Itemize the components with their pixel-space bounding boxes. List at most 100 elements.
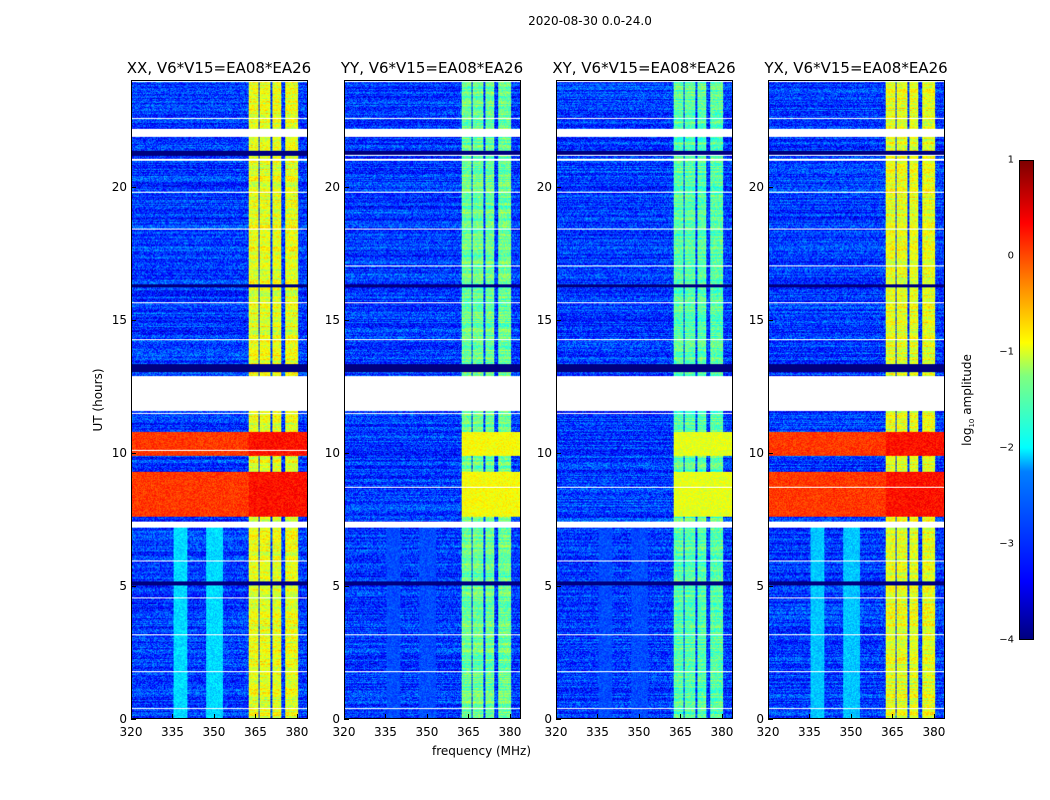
y-tick-label: 10 [111, 445, 127, 460]
x-tick-mark [468, 714, 470, 719]
x-tick-label: 365 [669, 725, 692, 739]
y-tick-label: 10 [536, 445, 552, 460]
panel-title: YY, V6*V15=EA08*EA26 [340, 59, 524, 77]
x-tick-mark [426, 714, 428, 719]
y-tick-label: 20 [324, 179, 340, 194]
y-tick-mark [344, 452, 349, 454]
x-tick-label: 380 [498, 725, 522, 739]
heatmap-panel [131, 80, 308, 719]
colorbar-tick-label: −3 [999, 538, 1014, 550]
y-tick-label: 0 [756, 712, 764, 726]
y-tick-mark [768, 319, 773, 321]
y-tick-label: 5 [544, 578, 552, 593]
colorbar-tick-label: 0 [1007, 250, 1014, 262]
x-tick-mark [768, 714, 769, 719]
y-tick-label: 5 [332, 578, 340, 593]
colorbar-tick-label: −2 [999, 442, 1014, 454]
x-tick-label: 365 [457, 725, 480, 739]
colorbar [1019, 160, 1034, 640]
x-tick-mark [721, 714, 723, 719]
colorbar-label: log10 amplitude [959, 354, 977, 446]
x-tick-label: 320 [119, 725, 143, 739]
y-tick-mark [768, 585, 773, 587]
x-tick-label: 335 [586, 725, 609, 739]
y-tick-mark [131, 186, 136, 188]
x-tick-mark [680, 714, 682, 719]
x-tick-label: 380 [710, 725, 734, 739]
y-tick-label: 0 [332, 712, 340, 726]
y-tick-mark [131, 319, 136, 321]
y-tick-label: 15 [324, 312, 340, 327]
y-tick-label: 10 [748, 445, 764, 460]
y-tick-mark [768, 186, 773, 188]
y-tick-label: 15 [111, 312, 127, 327]
y-tick-label: 10 [324, 445, 340, 460]
heatmap-image [132, 81, 307, 718]
heatmap-image [345, 81, 520, 718]
x-tick-label: 335 [798, 725, 821, 739]
x-tick-mark [255, 714, 257, 719]
x-tick-mark [638, 714, 640, 719]
x-tick-label: 350 [415, 725, 439, 739]
y-tick-mark [131, 452, 136, 454]
x-tick-mark [296, 714, 298, 719]
y-tick-mark [556, 452, 561, 454]
y-tick-label: 5 [756, 578, 764, 593]
x-tick-mark [509, 714, 511, 719]
y-tick-mark [131, 719, 136, 720]
colorbar-tick-label: 1 [1007, 154, 1014, 166]
x-tick-mark [597, 714, 599, 719]
x-tick-label: 365 [244, 725, 267, 739]
heatmap-panel [344, 80, 521, 719]
y-axis-label: UT (hours) [91, 368, 105, 432]
y-tick-mark [556, 585, 561, 587]
x-tick-label: 335 [374, 725, 397, 739]
y-tick-label: 15 [536, 312, 552, 327]
y-tick-label: 0 [119, 712, 127, 726]
panel-title: YX, V6*V15=EA08*EA26 [764, 59, 948, 77]
panel-title: XX, V6*V15=EA08*EA26 [126, 59, 312, 77]
x-tick-label: 380 [922, 725, 946, 739]
y-tick-label: 20 [111, 179, 127, 194]
x-tick-mark [385, 714, 387, 719]
y-tick-label: 5 [119, 578, 127, 593]
x-tick-mark [892, 714, 894, 719]
x-axis-label: frequency (MHz) [432, 744, 532, 758]
y-tick-mark [556, 719, 561, 720]
x-tick-label: 335 [161, 725, 184, 739]
y-tick-mark [344, 186, 349, 188]
figure-title: 2020-08-30 0.0-24.0 [528, 14, 652, 28]
x-tick-label: 320 [332, 725, 356, 739]
y-tick-mark [768, 719, 773, 720]
y-tick-label: 20 [748, 179, 764, 194]
panel-title: XY, V6*V15=EA08*EA26 [552, 59, 736, 77]
x-tick-mark [850, 714, 852, 719]
heatmap-panel [768, 80, 945, 719]
y-tick-mark [556, 186, 561, 188]
y-tick-mark [344, 319, 349, 321]
heatmap-image [557, 81, 732, 718]
x-tick-label: 365 [881, 725, 904, 739]
y-tick-mark [556, 319, 561, 321]
x-tick-label: 380 [285, 725, 309, 739]
x-tick-label: 320 [756, 725, 780, 739]
x-tick-mark [213, 714, 215, 719]
x-tick-mark [556, 714, 557, 719]
x-tick-mark [131, 714, 132, 719]
x-tick-mark [933, 714, 935, 719]
colorbar-tick-label: −4 [999, 634, 1014, 646]
y-tick-mark [131, 585, 136, 587]
y-tick-label: 0 [544, 712, 552, 726]
x-tick-mark [172, 714, 174, 719]
heatmap-panel [556, 80, 733, 719]
y-tick-label: 15 [748, 312, 764, 327]
x-tick-label: 320 [544, 725, 568, 739]
colorbar-tick-label: −1 [999, 346, 1014, 358]
x-tick-mark [809, 714, 811, 719]
x-tick-mark [344, 714, 345, 719]
y-tick-label: 20 [536, 179, 552, 194]
y-tick-mark [344, 585, 349, 587]
heatmap-image [769, 81, 944, 718]
y-tick-mark [344, 719, 349, 720]
